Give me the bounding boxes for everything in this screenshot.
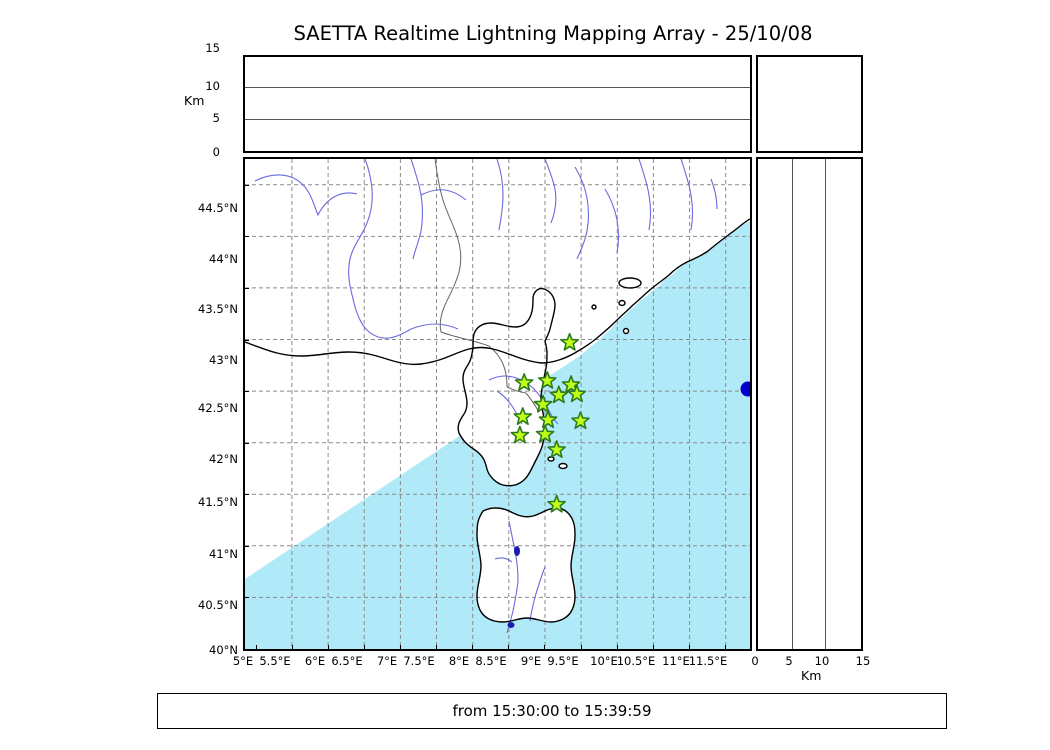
station-marker: [513, 407, 533, 425]
lon-tickmark: [724, 645, 726, 649]
lon-tick-11-5: 11.5°E: [688, 654, 728, 668]
lat-tickmark: [245, 545, 249, 547]
altitude-tick-0: 0: [212, 145, 220, 159]
altitude-range-panel[interactable]: [756, 55, 863, 153]
lake-sardinia-north: [514, 546, 520, 556]
lon-tick-7: 7°E: [376, 654, 398, 668]
altitude-gridline-5: [245, 118, 750, 120]
range-gridline-5: [791, 159, 793, 649]
range-tick-5: 5: [785, 654, 793, 668]
landmass-sardinia: [477, 508, 575, 622]
lat-tick-43: 43°N: [209, 353, 238, 367]
range-axis-label: Km: [801, 668, 822, 683]
station-marker: [549, 385, 569, 404]
map-graphic: [245, 159, 750, 649]
status-bar[interactable]: from 15:30:00 to 15:39:59: [157, 693, 947, 729]
island-lavezzi: [548, 457, 554, 461]
lon-tickmark: [328, 645, 329, 649]
island-pianosa: [619, 300, 625, 306]
range-tick-15: 15: [855, 654, 871, 668]
station-marker: [571, 411, 590, 430]
lon-tickmark: [364, 645, 365, 649]
lon-tick-9: 9°E: [520, 654, 542, 668]
lat-tick-42-5: 42.5°N: [198, 401, 238, 415]
station-marker: [514, 373, 534, 391]
lat-tickmark: [245, 339, 249, 341]
station-marker: [537, 370, 557, 389]
station-marker: [547, 494, 567, 513]
lon-tick-5-5: 5.5°E: [259, 654, 291, 668]
lat-tick-41-5: 41.5°N: [198, 495, 238, 509]
altitude-time-panel[interactable]: [243, 55, 752, 153]
coastlines: [245, 218, 750, 623]
lon-tickmark: [580, 645, 582, 649]
range-tick-0: 0: [751, 654, 759, 668]
lat-tickmark: [245, 442, 249, 444]
lat-tickmark: [245, 597, 249, 599]
lat-tick-41: 41°N: [209, 547, 238, 561]
station-marker: [510, 425, 530, 444]
altitude-tick-10: 10: [205, 79, 220, 93]
altitude-tick-5: 5: [212, 111, 220, 125]
lon-tickmark: [436, 645, 438, 649]
lat-tick-42: 42°N: [209, 452, 238, 466]
lat-tick-44-5: 44.5°N: [198, 201, 238, 215]
island-maddalena: [559, 463, 567, 469]
lon-tick-6: 6°E: [304, 654, 326, 668]
station-markers: [510, 332, 590, 513]
lat-tick-44: 44°N: [209, 252, 238, 266]
altitude-axis-label: Km: [184, 93, 205, 108]
lon-tick-10: 10°E: [590, 654, 618, 668]
lake-sardinia-south: [507, 622, 515, 628]
lat-tick-40-5: 40.5°N: [198, 598, 238, 612]
lon-tickmark: [616, 645, 618, 649]
lon-tickmark: [255, 645, 257, 649]
lat-tickmark: [245, 391, 249, 393]
landmass-corsica: [458, 288, 555, 486]
lat-tick-40: 40°N: [209, 643, 238, 657]
station-marker: [567, 384, 587, 403]
lat-tick-43-5: 43.5°N: [198, 302, 238, 316]
station-marker: [561, 375, 581, 393]
lon-tick-11: 11°E: [662, 654, 690, 668]
lon-tick-8: 8°E: [448, 654, 470, 668]
lat-tickmark: [245, 287, 249, 289]
page-title: SAETTA Realtime Lightning Mapping Array …: [293, 22, 813, 45]
lon-tickmark: [291, 645, 293, 649]
map-panel[interactable]: [243, 157, 752, 651]
lon-tickmark: [400, 645, 402, 649]
island-montecristo: [623, 328, 629, 334]
range-tick-10: 10: [814, 654, 830, 668]
lon-tickmark: [544, 645, 546, 649]
status-text: from 15:30:00 to 15:39:59: [452, 702, 652, 720]
lat-tickmark: [245, 184, 249, 186]
altitude-gridline-10: [245, 87, 750, 89]
lon-tick-5: 5°E: [232, 654, 254, 668]
range-gridline-10: [825, 159, 827, 649]
lat-tickmark: [245, 236, 249, 238]
island-elba: [619, 278, 641, 288]
station-marker: [547, 440, 567, 458]
station-marker: [538, 410, 558, 429]
range-latitude-panel[interactable]: [756, 157, 863, 651]
lon-tickmark: [508, 645, 510, 649]
station-marker: [535, 424, 555, 443]
lightning-source-marker: [740, 381, 750, 397]
station-marker: [560, 332, 579, 351]
source-markers: [740, 381, 750, 397]
lon-tick-6-5: 6.5°E: [331, 654, 363, 668]
lon-tickmark: [472, 645, 474, 649]
lon-tick-9-5: 9.5°E: [547, 654, 579, 668]
lon-tickmark: [688, 645, 690, 649]
lon-tick-10-5: 10.5°E: [616, 654, 656, 668]
lon-tick-8-5: 8.5°E: [475, 654, 507, 668]
station-marker: [533, 394, 553, 413]
lat-tickmark: [245, 649, 249, 650]
lat-tickmark: [245, 494, 249, 496]
lon-tickmark: [652, 645, 654, 649]
altitude-tick-15: 15: [205, 41, 220, 55]
lon-tick-7-5: 7.5°E: [403, 654, 435, 668]
